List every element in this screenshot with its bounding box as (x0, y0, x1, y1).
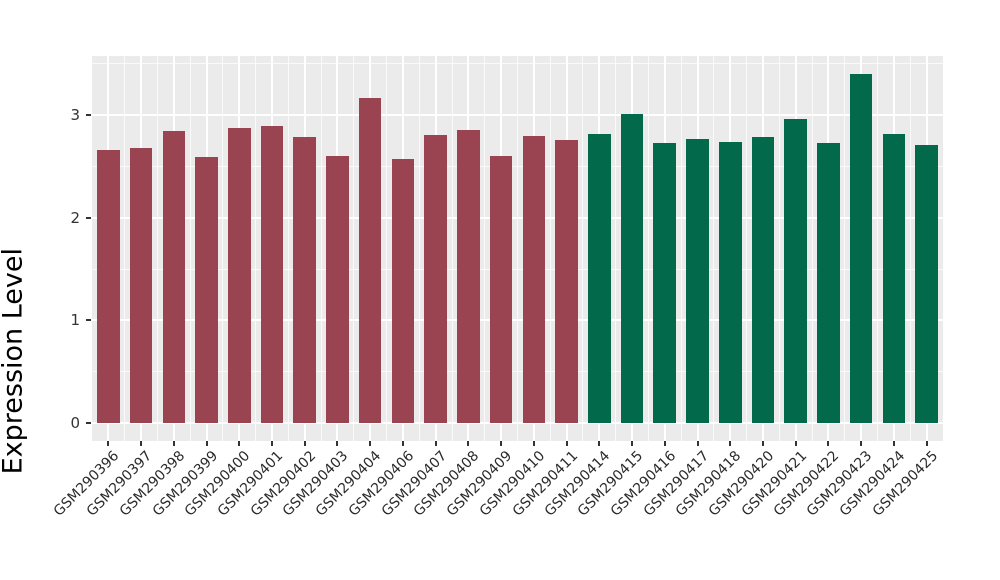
y-tick-label-3: 3 (70, 106, 80, 125)
y-axis-tick (86, 422, 91, 425)
x-axis-tick (369, 441, 372, 446)
gridline-minor-v (713, 56, 715, 441)
bar-GSM290407 (424, 134, 447, 424)
x-axis-tick (238, 441, 241, 446)
gridline-minor-v (156, 56, 158, 441)
bar-GSM290420 (751, 136, 775, 424)
bar-GSM290424 (882, 133, 906, 424)
x-axis-tick (794, 441, 797, 446)
x-axis-tick (892, 441, 895, 446)
gridline-minor-v (877, 56, 879, 441)
gridline-minor-v (124, 56, 126, 441)
gridline-minor-v (222, 56, 224, 441)
gridline-minor-v (484, 56, 486, 441)
bar-GSM290422 (817, 142, 840, 424)
bar-GSM290398 (162, 131, 186, 424)
gridline-minor-v (386, 56, 388, 441)
bar-GSM290411 (555, 139, 578, 424)
y-tick-label-1: 1 (70, 311, 80, 330)
x-axis-tick (729, 441, 732, 446)
x-axis-tick (271, 441, 274, 446)
x-axis-tick (631, 441, 634, 446)
y-tick-label-2: 2 (70, 208, 80, 227)
gridline-minor-v (844, 56, 846, 441)
gridline-minor-v (582, 56, 584, 441)
gridline-minor-v (451, 56, 453, 441)
bar-GSM290417 (686, 138, 709, 424)
x-axis-tick (467, 441, 470, 446)
x-axis-tick (205, 441, 208, 446)
gridline-minor-v (746, 56, 748, 441)
gridline-minor-v (680, 56, 682, 441)
x-axis-tick (107, 441, 110, 446)
x-axis-tick (565, 441, 568, 446)
plot-panel (92, 56, 943, 441)
gridline-minor-v (811, 56, 813, 441)
bar-GSM290410 (522, 135, 546, 424)
bar-GSM290404 (358, 97, 382, 424)
y-axis-tick (86, 114, 91, 117)
bar-GSM290409 (489, 156, 513, 424)
gridline-minor-v (189, 56, 191, 441)
bar-GSM290400 (227, 128, 251, 424)
bar-GSM290408 (457, 130, 480, 424)
x-axis-tick (696, 441, 699, 446)
bar-GSM290406 (391, 159, 415, 424)
bar-GSM290397 (129, 147, 153, 424)
x-axis-tick (434, 441, 437, 446)
bar-GSM290416 (653, 142, 677, 424)
gridline-minor-v (549, 56, 551, 441)
bar-GSM290414 (588, 133, 611, 424)
x-axis-tick (532, 441, 535, 446)
x-axis-tick (140, 441, 143, 446)
bar-GSM290399 (195, 157, 218, 424)
bar-GSM290401 (260, 126, 284, 424)
bar-GSM290403 (326, 156, 349, 424)
gridline-minor-v (517, 56, 518, 441)
x-axis-tick (401, 441, 404, 446)
gridline-minor-v (320, 56, 322, 441)
gridline-minor-v (909, 56, 911, 441)
gridline-minor-v (615, 56, 617, 441)
x-axis-tick (827, 441, 830, 446)
y-tick-label-0: 0 (70, 414, 80, 433)
bar-GSM290402 (293, 136, 317, 424)
y-axis-tick (86, 216, 91, 219)
y-axis-tick (86, 319, 91, 322)
x-axis-tick (172, 441, 175, 446)
gridline-minor-v (353, 56, 355, 441)
bar-GSM290415 (620, 114, 644, 424)
bar-GSM290396 (97, 149, 120, 424)
x-axis-tick (663, 441, 666, 446)
y-axis-title-text: Expression Level (0, 247, 28, 475)
bar-GSM290425 (915, 144, 938, 424)
gridline-minor-v (647, 56, 649, 441)
x-axis-tick (761, 441, 764, 446)
x-axis-tick (598, 441, 601, 446)
bar-GSM290418 (718, 141, 742, 424)
x-axis-tick (303, 441, 306, 446)
bar-GSM290421 (784, 119, 807, 424)
bar-GSM290423 (849, 73, 873, 424)
gridline-minor-v (287, 56, 289, 441)
gridline-minor-v (418, 56, 420, 441)
x-axis-tick (500, 441, 503, 446)
gridline-minor-v (778, 56, 780, 441)
x-axis-tick (925, 441, 928, 446)
gridline-minor-v (255, 56, 257, 441)
x-axis-tick (860, 441, 863, 446)
x-axis-tick (336, 441, 339, 446)
